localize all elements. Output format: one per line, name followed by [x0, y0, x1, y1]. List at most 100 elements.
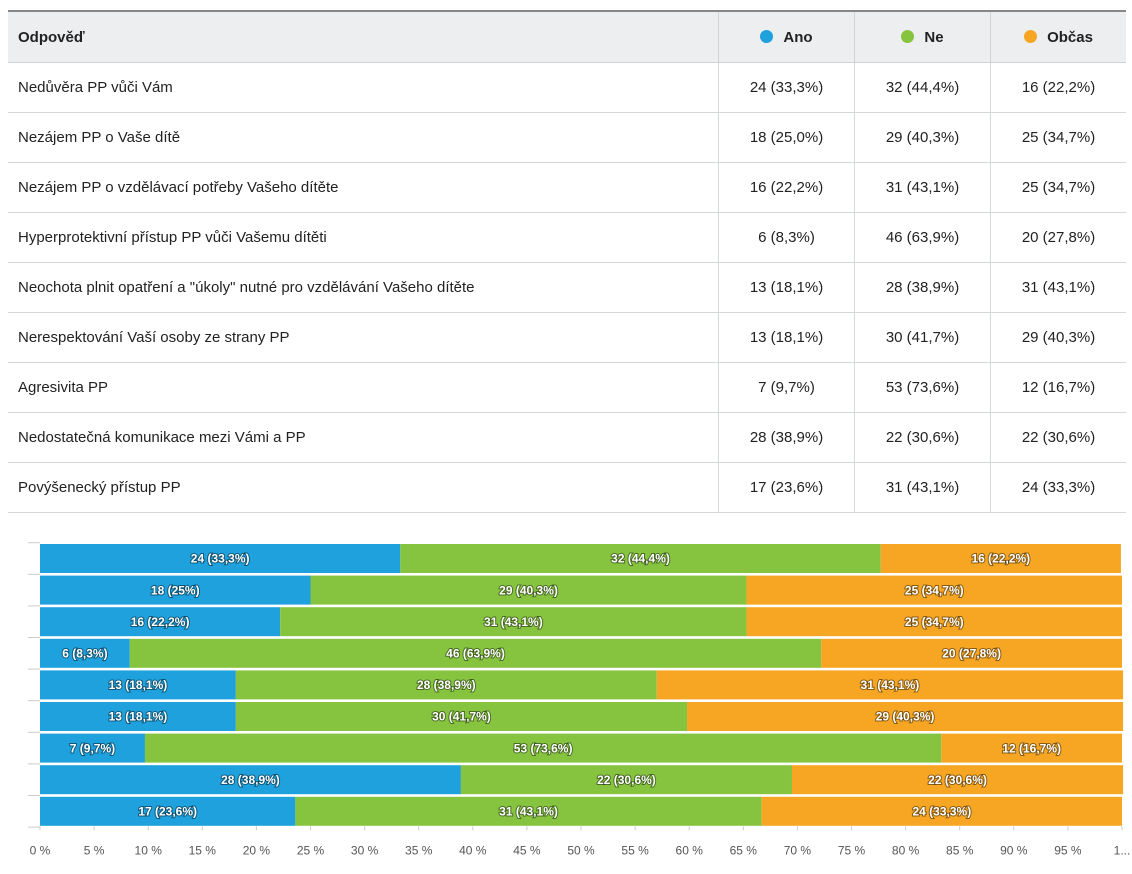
header-row: Odpověď Ano Ne Občas	[8, 10, 1126, 63]
value-cell: 17 (23,6%)	[718, 462, 855, 513]
label-cell: Povýšenecký přístup PP	[8, 462, 719, 513]
value-cell: 31 (43,1%)	[854, 162, 991, 213]
bar-segment	[400, 544, 881, 573]
bar-segment	[280, 607, 747, 637]
bar-segment	[941, 733, 1122, 763]
value-cell: 53 (73,6%)	[854, 362, 991, 413]
x-tick-label: 35 %	[405, 844, 433, 858]
header-label: Ne	[924, 28, 944, 46]
bar-label: 31 (43,1%)	[499, 804, 558, 818]
value-cell: 28 (38,9%)	[718, 412, 855, 463]
value-cell: 12 (16,7%)	[990, 362, 1126, 413]
x-tick-label: 85 %	[946, 844, 974, 858]
header-cell: Ano	[718, 10, 855, 63]
bar-label: 28 (38,9%)	[417, 678, 476, 692]
bar-segment	[40, 638, 130, 668]
bar-label: 22 (30,6%)	[928, 773, 987, 787]
bar-segment	[40, 607, 281, 637]
value-cell: 32 (44,4%)	[854, 62, 991, 113]
x-tick-label: 65 %	[730, 844, 758, 858]
bar-label: 24 (33,3%)	[912, 804, 971, 818]
bar-label: 20 (27,8%)	[942, 646, 1001, 660]
bar-label: 18 (25%)	[151, 583, 200, 597]
bar-label: 16 (22,2%)	[131, 615, 190, 629]
table-row: Neochota plnit opatření a "úkoly" nutné …	[8, 262, 1126, 313]
bar-segment	[821, 638, 1122, 668]
bar-label: 46 (63,9%)	[446, 646, 505, 660]
bar-segment	[295, 796, 762, 826]
value-cell: 24 (33,3%)	[990, 462, 1126, 513]
value-cell: 7 (9,7%)	[718, 362, 855, 413]
x-tick-label: 15 %	[189, 844, 217, 858]
x-tick-label: 90 %	[1000, 844, 1028, 858]
bar-label: 17 (23,6%)	[138, 804, 197, 818]
header-cell: Ne	[854, 10, 991, 63]
value-cell: 16 (22,2%)	[990, 62, 1126, 113]
value-cell: 22 (30,6%)	[854, 412, 991, 463]
table-row: Povýšenecký přístup PP 17 (23,6%) 31 (43,1…	[8, 462, 1126, 513]
bar-segment	[40, 796, 296, 826]
x-tick-label: 25 %	[297, 844, 325, 858]
bar-label: 7 (9,7%)	[70, 741, 115, 755]
legend-dot	[760, 29, 774, 43]
bar-label: 28 (38,9%)	[221, 773, 280, 787]
value-cell: 20 (27,8%)	[990, 212, 1126, 263]
value-cell: 18 (25,0%)	[718, 112, 855, 163]
bar-segment	[880, 544, 1121, 573]
x-tick-label: 20 %	[243, 844, 271, 858]
legend-dot	[1024, 29, 1038, 43]
value-cell: 31 (43,1%)	[990, 262, 1126, 313]
x-tick-label: 60 %	[676, 844, 704, 858]
bar-label: 29 (40,3%)	[499, 583, 558, 597]
value-cell: 29 (40,3%)	[854, 112, 991, 163]
bar-label: 25 (34,7%)	[905, 583, 964, 597]
bar-label: 31 (43,1%)	[861, 678, 920, 692]
bar-segment	[656, 670, 1124, 700]
label-cell: Agresivita PP	[8, 362, 719, 413]
bar-label: 12 (16,7%)	[1002, 741, 1061, 755]
bar-segment	[235, 670, 657, 700]
table-row: Hyperprotektivní přístup PP vůči Vašemu …	[8, 212, 1126, 263]
value-cell: 25 (34,7%)	[990, 162, 1126, 213]
bar-label: 22 (30,6%)	[597, 773, 656, 787]
header-cell: Občas	[990, 10, 1126, 63]
bar-segment	[746, 607, 1122, 637]
bar-label: 31 (43,1%)	[484, 615, 543, 629]
header-label: Občas	[1047, 28, 1093, 46]
value-cell: 22 (30,6%)	[990, 412, 1126, 463]
bar-segment	[235, 702, 688, 731]
x-tick-label: 0 %	[30, 844, 51, 858]
label-cell: Nezájem PP o Vaše dítě	[8, 112, 719, 163]
bar-label: 53 (73,6%)	[514, 741, 573, 755]
bar-segment	[40, 670, 236, 700]
bar-label: 16 (22,2%)	[971, 552, 1030, 566]
bar-segment	[40, 702, 236, 731]
bar-segment	[40, 765, 461, 795]
bar-segment	[460, 765, 792, 795]
bar-segment	[144, 733, 942, 763]
bar-label: 32 (44,4%)	[611, 552, 670, 566]
value-cell: 30 (41,7%)	[854, 312, 991, 363]
bar-label: 13 (18,1%)	[109, 710, 168, 724]
bar-segment	[761, 796, 1122, 826]
table-row: Agresivita PP 7 (9,7%) 53 (73,6%) 12 (16,7%…	[8, 362, 1126, 413]
header-label: Odpověď	[18, 28, 85, 46]
label-cell: Hyperprotektivní přístup PP vůči Vašemu …	[8, 212, 719, 263]
legend-dot	[901, 29, 915, 43]
x-tick-label: 75 %	[838, 844, 866, 858]
bar-segment	[40, 575, 311, 605]
table-row: Nezájem PP o Vaše dítě 18 (25,0%) 29 (40,3…	[8, 112, 1126, 163]
label-cell: Nedůvěra PP vůči Vám	[8, 62, 719, 113]
bar-label: 13 (18,1%)	[109, 678, 168, 692]
x-tick-label: 40 %	[459, 844, 487, 858]
x-tick-label: 55 %	[621, 844, 649, 858]
value-cell: 24 (33,3%)	[718, 62, 855, 113]
bar-segment	[129, 638, 822, 668]
bar-segment	[310, 575, 747, 605]
value-cell: 13 (18,1%)	[718, 312, 855, 363]
label-cell: Nerespektování Vaší osoby ze strany PP	[8, 312, 719, 363]
value-cell: 31 (43,1%)	[854, 462, 991, 513]
value-cell: 29 (40,3%)	[990, 312, 1126, 363]
x-tick-label: 70 %	[784, 844, 812, 858]
bar-segment	[746, 575, 1122, 605]
